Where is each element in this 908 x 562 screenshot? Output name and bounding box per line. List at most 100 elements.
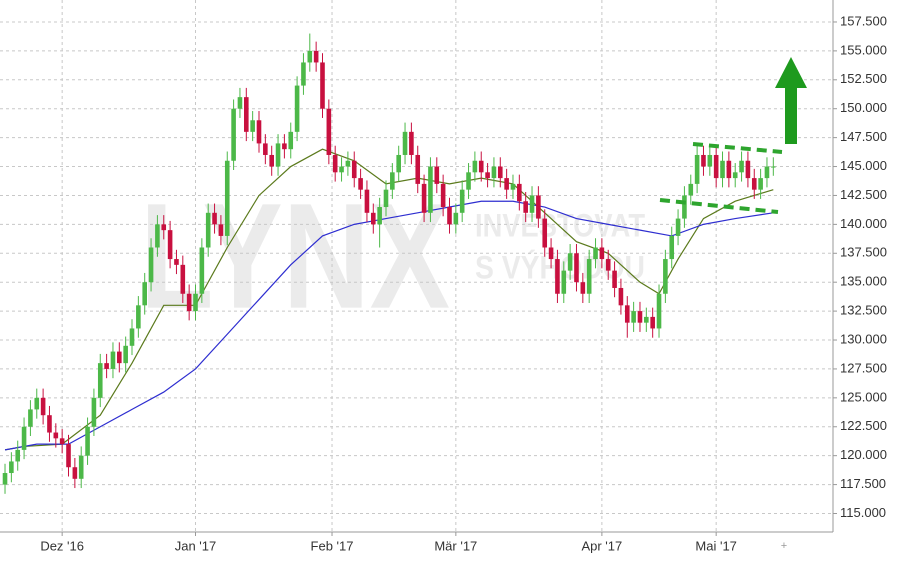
candle-body: [85, 426, 90, 456]
candle-body: [675, 218, 681, 236]
candle-body: [485, 172, 490, 179]
candle-body: [555, 259, 560, 294]
candle-body: [91, 397, 97, 427]
candle-body: [364, 189, 370, 213]
candle-body: [713, 154, 719, 179]
y-tick-label: 150.000: [840, 100, 887, 115]
candle-body: [72, 467, 78, 479]
candle-body: [218, 224, 224, 236]
candle-body: [694, 154, 700, 184]
candle-body: [263, 143, 268, 155]
candle-body: [599, 247, 605, 260]
candle-body: [15, 449, 21, 462]
candle-body: [66, 444, 71, 468]
candle-body: [567, 253, 573, 271]
candle-body: [529, 195, 535, 213]
candle-body: [732, 172, 738, 179]
candle-body: [28, 409, 33, 427]
y-tick-label: 130.000: [840, 331, 887, 346]
candle-body: [377, 207, 382, 225]
candle-body: [136, 305, 141, 329]
candle-body: [351, 160, 357, 179]
annotations: [659, 57, 807, 214]
candle-body: [224, 160, 230, 236]
candle-body: [142, 282, 148, 306]
y-tick-label: 117.500: [840, 476, 886, 491]
candle-body: [199, 247, 205, 294]
candle-body: [53, 432, 59, 439]
candle-body: [117, 351, 122, 364]
candle-body: [593, 247, 598, 260]
candle-body: [345, 160, 351, 167]
candle-body: [104, 363, 109, 369]
candle-body: [726, 160, 732, 179]
y-tick-label: 120.000: [840, 447, 887, 462]
y-tick-label: 140.000: [840, 216, 887, 231]
moving-average: [4, 148, 774, 451]
candle-body: [275, 143, 281, 167]
candle-body: [472, 160, 478, 173]
candle-body: [440, 183, 446, 208]
candle-body: [370, 212, 376, 225]
candle-body: [428, 166, 433, 213]
y-tick-label: 145.000: [840, 158, 887, 173]
candle-body: [332, 154, 338, 173]
x-tick-label: Apr '17: [581, 538, 622, 553]
candle-body: [180, 264, 186, 294]
x-tick-label: Dez '16: [40, 538, 84, 553]
candle-body: [637, 311, 643, 323]
y-tick-label: 115.000: [840, 505, 886, 520]
x-tick-label: Mai '17: [695, 538, 737, 553]
x-tick-label: Feb '17: [311, 538, 354, 553]
candle-body: [771, 166, 776, 168]
y-tick-label: 157.500: [840, 13, 887, 28]
y-tick-label: 137.500: [840, 245, 887, 260]
candle-body: [561, 270, 567, 294]
candle-body: [383, 189, 389, 208]
candle-body: [707, 154, 713, 167]
candle-body: [574, 253, 579, 283]
candle-body: [650, 316, 655, 329]
candle-body: [269, 154, 274, 167]
candle-body: [47, 415, 52, 433]
candle-body: [193, 293, 198, 312]
y-tick-label: 147.500: [840, 129, 887, 144]
candle-body: [580, 282, 586, 294]
candle-body: [536, 195, 541, 219]
candle-body: [250, 120, 255, 132]
y-tick-label: 152.500: [840, 71, 887, 86]
candle-body: [307, 50, 313, 63]
candle-body: [390, 172, 395, 190]
candle-body: [396, 154, 401, 173]
candle-body: [459, 189, 465, 213]
candle-body: [161, 224, 167, 231]
candle-body: [301, 62, 306, 86]
candle-body: [434, 166, 440, 184]
candle-body: [491, 166, 497, 179]
y-tick-label: 142.500: [840, 187, 887, 202]
candle-body: [612, 270, 617, 288]
candle-body: [688, 183, 694, 196]
candle-body: [110, 351, 116, 369]
y-tick-label: 132.500: [840, 303, 887, 318]
trend-line: [692, 142, 783, 154]
candle-body: [294, 85, 300, 132]
candle-body: [256, 120, 262, 144]
watermark-logo: LYNX: [140, 172, 450, 340]
candle-body: [174, 259, 179, 265]
candle-body: [148, 247, 154, 283]
candle-body: [421, 183, 427, 213]
y-tick-label: 155.000: [840, 42, 887, 57]
candle-body: [624, 305, 630, 323]
candle-body: [745, 160, 751, 179]
y-tick-label: 122.500: [840, 418, 887, 433]
candle-body: [751, 178, 757, 190]
candle-body: [40, 397, 46, 416]
y-tick-label: 125.000: [840, 389, 887, 404]
candles: [2, 33, 776, 494]
moving-averages: [4, 148, 774, 451]
candle-body: [447, 207, 452, 225]
scroll-icon[interactable]: +: [781, 540, 787, 552]
candle-body: [243, 97, 249, 132]
candle-body: [510, 183, 516, 190]
